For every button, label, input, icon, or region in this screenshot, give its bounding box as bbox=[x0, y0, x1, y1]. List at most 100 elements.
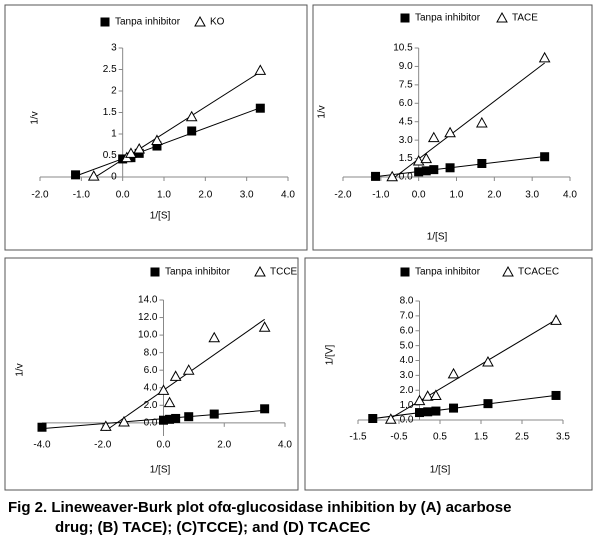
trend-line bbox=[375, 156, 545, 178]
data-point bbox=[133, 143, 146, 154]
x-tick-label: 2.5 bbox=[515, 432, 529, 443]
y-axis-title: 1/[V] bbox=[325, 345, 336, 366]
x-axis-title: 1/[S] bbox=[150, 465, 171, 476]
trend-line bbox=[75, 107, 261, 177]
data-point bbox=[152, 141, 162, 151]
x-tick-label: 3.5 bbox=[556, 432, 570, 443]
x-tick-label: -4.0 bbox=[33, 440, 51, 451]
data-point bbox=[163, 396, 176, 408]
y-tick-label: 0.0 bbox=[144, 417, 158, 428]
x-tick-label: 2.0 bbox=[487, 190, 501, 201]
data-point bbox=[125, 147, 137, 158]
data-point bbox=[550, 314, 562, 325]
legend-marker bbox=[496, 11, 508, 23]
data-point bbox=[37, 422, 47, 432]
x-tick-label: -0.5 bbox=[390, 432, 408, 443]
x-tick-label: 3.0 bbox=[525, 190, 539, 201]
data-point bbox=[254, 64, 267, 75]
data-point bbox=[208, 331, 221, 343]
x-tick-label: 4.0 bbox=[281, 190, 295, 201]
x-tick-label: 0.0 bbox=[157, 440, 171, 451]
legend-label: Tanpa inhibitor bbox=[115, 17, 181, 28]
data-point bbox=[447, 367, 460, 379]
y-axis-title: 1/v bbox=[30, 111, 41, 124]
data-point bbox=[414, 167, 424, 177]
legend-label: KO bbox=[210, 17, 225, 28]
y-tick-label: 1.5 bbox=[399, 153, 413, 164]
y-tick-label: 0.0 bbox=[400, 415, 414, 426]
legend-marker bbox=[502, 265, 514, 277]
data-point bbox=[157, 384, 170, 395]
x-axis-title: 1/[S] bbox=[427, 232, 448, 243]
data-point bbox=[165, 414, 175, 424]
x-tick-label: 1.0 bbox=[157, 190, 171, 201]
x-tick-label: 4.0 bbox=[278, 440, 292, 451]
y-tick-label: 1.0 bbox=[400, 400, 414, 411]
data-point bbox=[421, 390, 434, 401]
data-point bbox=[482, 355, 494, 367]
data-point bbox=[384, 413, 397, 424]
y-tick-label: 1.5 bbox=[103, 107, 117, 118]
legend-label: TCCE bbox=[270, 267, 298, 278]
y-tick-label: 2.0 bbox=[400, 385, 414, 396]
y-tick-label: 6.0 bbox=[399, 98, 413, 109]
legend-label: Tanpa inhibitor bbox=[415, 267, 481, 278]
data-point bbox=[368, 414, 378, 424]
x-tick-label: -1.5 bbox=[349, 432, 367, 443]
x-tick-label: -1.0 bbox=[73, 190, 91, 201]
panel-frame bbox=[304, 257, 593, 491]
data-point bbox=[415, 408, 424, 418]
trend-line bbox=[105, 318, 265, 432]
data-point bbox=[449, 403, 459, 413]
data-point bbox=[260, 404, 270, 414]
x-tick-label: -1.0 bbox=[372, 190, 390, 201]
x-tick-label: 0.5 bbox=[433, 432, 447, 443]
data-point bbox=[475, 116, 488, 128]
data-point bbox=[185, 110, 198, 122]
y-tick-label: 2.0 bbox=[144, 400, 158, 411]
x-tick-label: -2.0 bbox=[94, 440, 112, 451]
data-point bbox=[444, 126, 456, 138]
data-point bbox=[420, 152, 433, 164]
data-point bbox=[171, 413, 181, 423]
data-point bbox=[169, 370, 182, 381]
legend-marker bbox=[150, 267, 160, 277]
y-axis-title: 1/v bbox=[317, 105, 328, 118]
y-tick-label: 3 bbox=[111, 43, 117, 54]
legend-label: TCACEC bbox=[518, 267, 559, 278]
x-tick-label: 1.5 bbox=[474, 432, 488, 443]
y-tick-label: 6.0 bbox=[144, 365, 158, 376]
x-tick-label: 0.0 bbox=[412, 190, 426, 201]
data-point bbox=[540, 152, 550, 162]
y-tick-label: 2 bbox=[111, 86, 117, 97]
data-point bbox=[371, 171, 381, 181]
data-point bbox=[483, 399, 493, 409]
y-tick-label: 4.5 bbox=[399, 116, 413, 127]
panel-frame bbox=[4, 4, 308, 251]
trend-line bbox=[41, 409, 265, 430]
data-point bbox=[538, 51, 551, 63]
data-point bbox=[258, 321, 271, 332]
legend-marker bbox=[254, 265, 266, 277]
data-point bbox=[413, 394, 426, 406]
caption: Fig 2. Lineweaver-Burk plot ofα-glucosid… bbox=[8, 499, 511, 516]
x-tick-label: 4.0 bbox=[563, 190, 577, 201]
y-tick-label: 0.5 bbox=[103, 150, 117, 161]
y-axis-title: 1/v bbox=[15, 363, 26, 376]
data-point bbox=[255, 103, 265, 113]
x-tick-label: 2.0 bbox=[198, 190, 212, 201]
data-point bbox=[429, 165, 439, 175]
x-tick-label: 1.0 bbox=[450, 190, 464, 201]
trend-line bbox=[93, 71, 261, 179]
data-point bbox=[182, 364, 195, 375]
caption: drug; (B) TACE); (C)TCCE); and (D) TCACE… bbox=[55, 519, 371, 536]
data-point bbox=[430, 389, 442, 400]
y-tick-label: 12.0 bbox=[138, 312, 158, 323]
trend-line bbox=[372, 394, 557, 420]
y-tick-label: 6.0 bbox=[400, 325, 414, 336]
y-tick-label: 8.0 bbox=[400, 296, 414, 307]
data-point bbox=[87, 170, 100, 181]
x-tick-label: 0.0 bbox=[116, 190, 130, 201]
x-tick-label: -2.0 bbox=[334, 190, 352, 201]
